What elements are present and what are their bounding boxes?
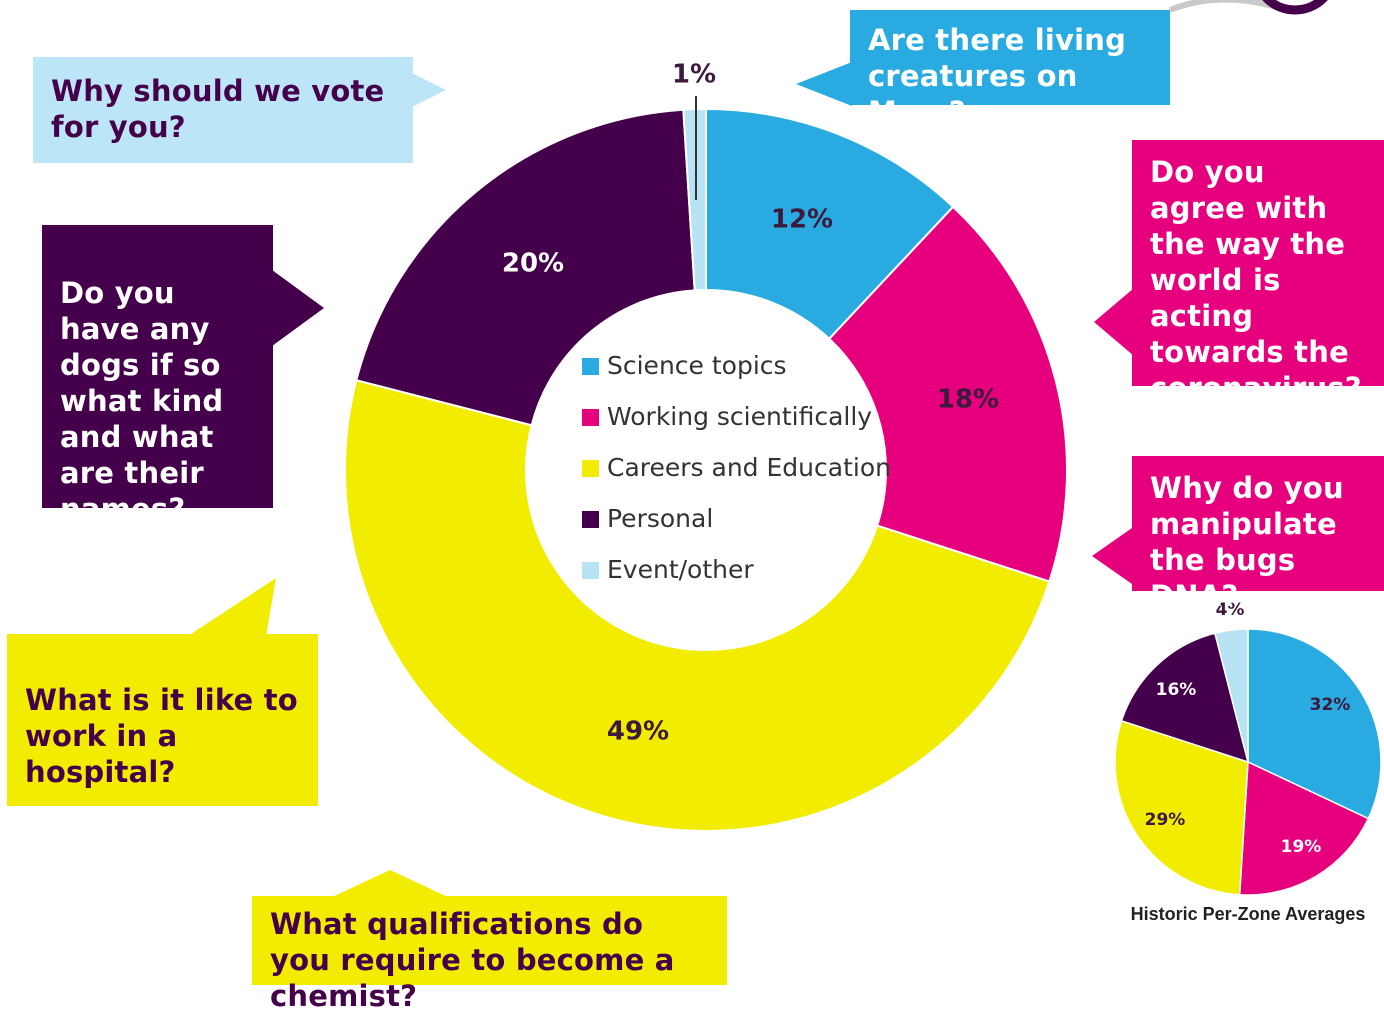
legend-swatch-working-scientifically <box>582 409 599 426</box>
donut-slice-event-other <box>682 107 707 292</box>
legend-label-personal: Personal <box>607 504 713 533</box>
legend-label-event-other: Event/other <box>607 555 754 584</box>
pie-slice-working-scientifically <box>1238 760 1370 896</box>
logo-icon <box>1168 0 1328 15</box>
legend-label-careers-and-education: Careers and Education <box>607 453 891 482</box>
question-hospital: What is it like to work in a hospital? <box>7 634 318 806</box>
donut-data-label-personal: 20% <box>502 249 564 279</box>
question-mars: Are there living creatures on Mars? <box>850 10 1170 129</box>
legend-swatch-science-topics <box>582 358 599 375</box>
donut-slice-working-scientifically <box>827 205 1068 583</box>
pie-slice-careers-and-education <box>1114 719 1249 896</box>
coronavirus-bubble-tail <box>1094 288 1134 356</box>
dna-bubble-tail <box>1092 528 1132 584</box>
historic-pie-chart: 32% 19% 29% 16% 4% <box>1114 600 1382 896</box>
donut-slice-personal <box>355 108 696 427</box>
donut-data-label-science-topics: 12% <box>771 205 833 235</box>
pie-data-label-event-other: 4% <box>1216 600 1245 620</box>
donut-data-label-careers-and-education: 49% <box>607 717 669 747</box>
donut-slice-science-topics <box>705 107 955 341</box>
donut-data-label-event-other: 1% <box>672 60 716 90</box>
donut-slice-careers-and-education <box>344 379 1051 832</box>
donut-data-label-working-scientifically: 18% <box>937 385 999 415</box>
legend-label-science-topics: Science topics <box>607 351 787 380</box>
historic-pie-title: Historic Per-Zone Averages <box>1130 904 1366 924</box>
legend-label-working-scientifically: Working scientifically <box>607 402 872 431</box>
legend-swatch-personal <box>582 511 599 528</box>
chemist-bubble-tail <box>330 870 450 898</box>
question-dna: Why do you manipulate the bugs DNA? <box>1132 456 1384 613</box>
pie-data-label-working-scientifically: 19% <box>1281 837 1322 857</box>
hospital-bubble-tail <box>188 578 276 636</box>
question-vote: Why should we vote for you? <box>33 57 413 163</box>
pie-slice-event-other <box>1214 628 1249 763</box>
question-coronavirus: Do you agree with the way the world is a… <box>1132 140 1384 405</box>
legend-swatch-event-other <box>582 562 599 579</box>
pie-slice-personal <box>1120 632 1250 764</box>
dogs-bubble-tail <box>272 270 324 346</box>
pie-data-label-personal: 16% <box>1156 680 1197 700</box>
question-chemist: What qualifications do you require to be… <box>252 896 727 1013</box>
legend-swatch-careers-and-education <box>582 460 599 477</box>
question-dogs: Do you have any dogs if so what kind and… <box>42 225 273 526</box>
pie-data-label-careers-and-education: 29% <box>1145 810 1186 830</box>
donut-chart: 12% 18% 49% 20% 1% Science topics Working scie… <box>344 60 1068 832</box>
pie-data-label-science-topics: 32% <box>1310 695 1351 715</box>
mars-bubble-tail <box>796 62 852 106</box>
vote-bubble-tail <box>410 72 446 108</box>
pie-slice-science-topics <box>1247 628 1382 820</box>
